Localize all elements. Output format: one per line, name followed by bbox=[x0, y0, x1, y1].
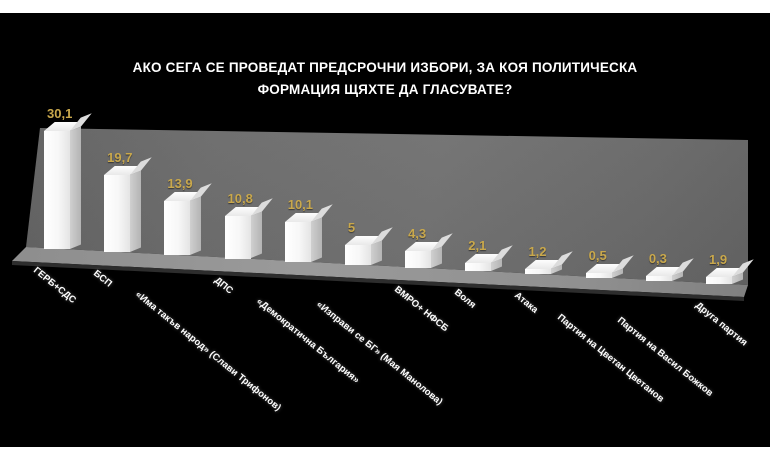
value-label-5: 10,1 bbox=[287, 197, 314, 213]
category-label-4: ДПС bbox=[211, 274, 235, 297]
value-label-9: 1,2 bbox=[528, 244, 547, 260]
bar-front-face bbox=[344, 245, 371, 265]
category-label-5: «Демократична България» bbox=[253, 295, 362, 386]
bar-12 bbox=[706, 258, 754, 284]
value-label-12: 1,9 bbox=[709, 251, 728, 267]
chart-stage: 30,1 19,7 13,9 10,8 10,1 5 4,3 2,1 1,2 0,5 0,3 1,9 … bbox=[0, 13, 770, 447]
category-label-7: ВМРО+ НФСБ bbox=[392, 284, 451, 335]
bar-front-face bbox=[405, 251, 432, 269]
bar-front-face bbox=[284, 222, 311, 262]
bar-front-face bbox=[104, 174, 131, 253]
category-label-8: Воля bbox=[452, 287, 479, 312]
value-label-8: 2,1 bbox=[468, 238, 487, 254]
value-label-3: 13,9 bbox=[167, 175, 193, 191]
bar-front-face bbox=[164, 200, 191, 256]
chart-title: АКО СЕГА СЕ ПРОВЕДАТ ПРЕДСРОЧНИ ИЗБОРИ, … bbox=[60, 57, 710, 101]
bar-7 bbox=[405, 233, 453, 269]
bar-side-face bbox=[130, 170, 142, 253]
value-label-11: 0,3 bbox=[648, 250, 667, 266]
bar-front-face bbox=[525, 269, 552, 275]
bar-11 bbox=[645, 258, 694, 281]
bar-side-face bbox=[310, 217, 322, 262]
bar-4 bbox=[224, 198, 273, 259]
bar-2 bbox=[104, 157, 152, 253]
value-label-2: 19,7 bbox=[107, 149, 133, 165]
category-label-9: Атака bbox=[512, 290, 541, 317]
value-label-6: 5 bbox=[347, 220, 356, 236]
category-label-10: Партия на Цветан Цветанов bbox=[554, 311, 666, 405]
bar-front-face bbox=[224, 216, 251, 259]
bar-3 bbox=[164, 183, 213, 256]
bar-side-face bbox=[190, 196, 202, 256]
bar-5 bbox=[284, 204, 333, 262]
bar-front-face bbox=[44, 131, 70, 249]
bar-10 bbox=[585, 254, 634, 278]
bar-1 bbox=[44, 113, 92, 249]
bar-front-face bbox=[645, 275, 672, 281]
bar-9 bbox=[525, 251, 574, 275]
value-label-7: 4,3 bbox=[408, 226, 427, 242]
bar-6 bbox=[344, 227, 393, 265]
bar-front-face bbox=[585, 272, 612, 278]
bar-front-face bbox=[706, 276, 732, 284]
chart-title-line-2: ФОРМАЦИЯ ЩЯХТЕ ДА ГЛАСУВАТЕ? bbox=[257, 82, 513, 97]
category-label-2: БСП bbox=[91, 268, 115, 290]
category-label-11: Партия на Васил Божков bbox=[614, 314, 715, 399]
category-label-1: ГЕРБ+СДС bbox=[31, 265, 79, 307]
bar-8 bbox=[465, 245, 513, 272]
bar-side-face bbox=[70, 126, 81, 249]
bar-side-face bbox=[250, 211, 262, 259]
bar-front-face bbox=[465, 263, 492, 272]
value-label-1: 30,1 bbox=[47, 106, 73, 121]
value-label-10: 0,5 bbox=[588, 247, 607, 263]
chart-title-line-1: АКО СЕГА СЕ ПРОВЕДАТ ПРЕДСРОЧНИ ИЗБОРИ, … bbox=[132, 60, 638, 75]
category-label-12: Друга партия bbox=[693, 300, 750, 349]
value-label-4: 10,8 bbox=[227, 191, 253, 207]
